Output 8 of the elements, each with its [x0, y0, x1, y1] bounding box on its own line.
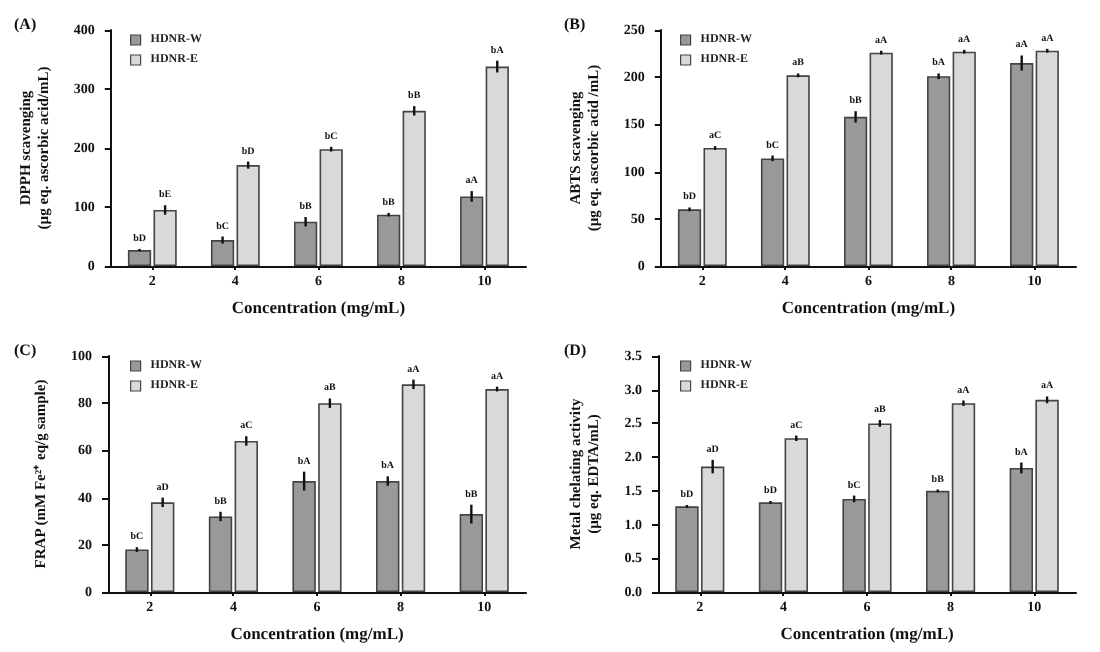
chart-title: (C) [14, 341, 37, 359]
x-axis-title: Concentration (mg/mL) [780, 622, 954, 643]
x-axis-title: Concentration (mg/mL) [230, 622, 404, 643]
chart-title: (A) [14, 15, 37, 33]
chart-title: (D) [564, 341, 587, 359]
x-axis-title: Concentration (mg/mL) [781, 296, 956, 317]
chart-title: (B) [564, 15, 586, 33]
x-axis-title: Concentration (mg/mL) [231, 296, 406, 317]
